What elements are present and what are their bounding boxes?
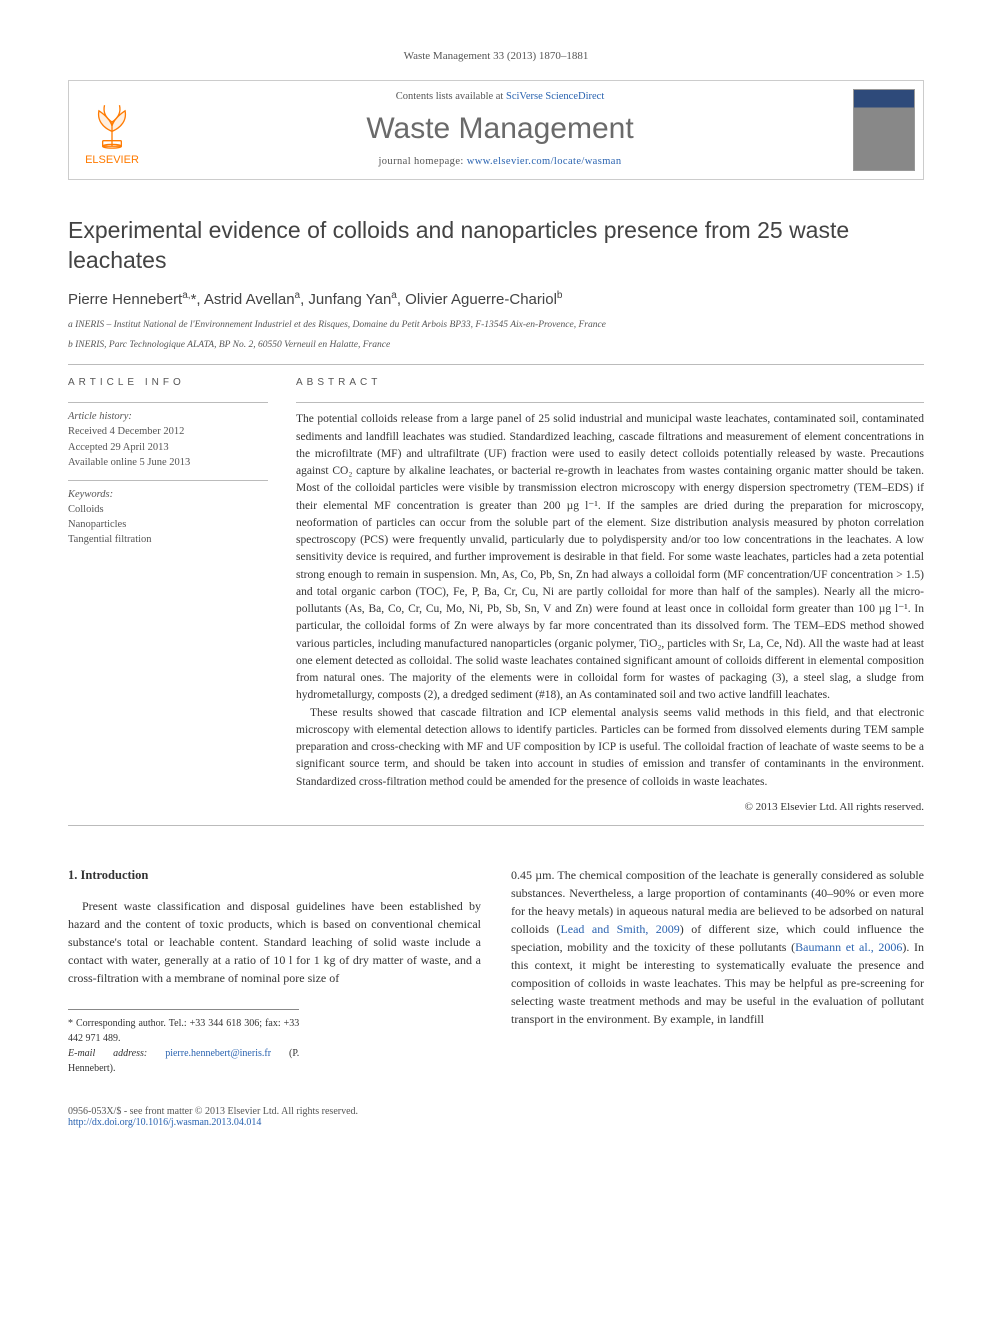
info-abstract-row: ARTICLE INFO Article history: Received 4…: [68, 377, 924, 813]
abstract-column: ABSTRACT The potential colloids release …: [296, 377, 924, 813]
abstract-text: The potential colloids release from a la…: [296, 411, 924, 791]
doi-link[interactable]: http://dx.doi.org/10.1016/j.wasman.2013.…: [68, 1117, 261, 1128]
homepage-line: journal homepage: www.elsevier.com/locat…: [163, 156, 837, 167]
email-label: E-mail address:: [68, 1048, 147, 1059]
keyword-3: Tangential filtration: [68, 532, 268, 547]
abstract-p2: These results showed that cascade filtra…: [296, 705, 924, 791]
homepage-prefix: journal homepage:: [378, 156, 466, 167]
footer-front-matter: 0956-053X/$ - see front matter © 2013 El…: [68, 1106, 358, 1117]
publisher-logo-cell: ELSEVIER: [69, 81, 155, 179]
header-center: Contents lists available at SciVerse Sci…: [155, 81, 845, 179]
page: Waste Management 33 (2013) 1870–1881 ELS…: [0, 0, 992, 1168]
section-1-heading: 1. Introduction: [68, 866, 481, 885]
journal-title: Waste Management: [163, 112, 837, 146]
footer-left: 0956-053X/$ - see front matter © 2013 El…: [68, 1106, 358, 1128]
contents-prefix: Contents lists available at: [396, 91, 506, 102]
intro-paragraph-left: Present waste classification and disposa…: [68, 897, 481, 987]
journal-cover-thumbnail: [853, 89, 915, 171]
corresponding-author-note: * Corresponding author. Tel.: +33 344 61…: [68, 1009, 299, 1076]
corresponding-email-link[interactable]: pierre.hennebert@ineris.fr: [165, 1048, 271, 1059]
info-rule-2: [68, 480, 268, 481]
history-received: Received 4 December 2012: [68, 424, 268, 439]
keyword-2: Nanoparticles: [68, 517, 268, 532]
history-online: Available online 5 June 2013: [68, 455, 268, 470]
ref-lead-smith[interactable]: Lead and Smith, 2009: [560, 922, 679, 936]
keyword-1: Colloids: [68, 502, 268, 517]
keywords-block: Keywords: Colloids Nanoparticles Tangent…: [68, 489, 268, 548]
article-info-column: ARTICLE INFO Article history: Received 4…: [68, 377, 268, 813]
rule-top: [68, 364, 924, 365]
history-label: Article history:: [68, 411, 268, 422]
abstract-copyright: © 2013 Elsevier Ltd. All rights reserved…: [296, 801, 924, 813]
ref-baumann[interactable]: Baumann et al., 2006: [795, 940, 902, 954]
publisher-name: ELSEVIER: [85, 154, 139, 166]
authors-line: Pierre Henneberta,*, Astrid Avellana, Ju…: [68, 290, 924, 308]
abstract-head: ABSTRACT: [296, 377, 924, 388]
elsevier-tree-icon: [84, 94, 140, 150]
abstract-p1: The potential colloids release from a la…: [296, 411, 924, 704]
corr-line-1: * Corresponding author. Tel.: +33 344 61…: [68, 1016, 299, 1046]
rule-bottom: [68, 825, 924, 826]
abstract-rule: [296, 402, 924, 403]
cover-cell: [845, 81, 923, 179]
article-info-head: ARTICLE INFO: [68, 377, 268, 388]
body-col-left: 1. Introduction Present waste classifica…: [68, 866, 481, 1076]
history-accepted: Accepted 29 April 2013: [68, 440, 268, 455]
corr-line-2: E-mail address: pierre.hennebert@ineris.…: [68, 1046, 299, 1076]
homepage-link[interactable]: www.elsevier.com/locate/wasman: [467, 156, 622, 167]
affiliations: a INERIS – Institut National de l'Enviro…: [68, 318, 924, 353]
sciencedirect-link[interactable]: SciVerse ScienceDirect: [506, 91, 604, 102]
affiliation-a: a INERIS – Institut National de l'Enviro…: [68, 318, 924, 332]
page-footer: 0956-053X/$ - see front matter © 2013 El…: [68, 1106, 924, 1128]
body-columns: 1. Introduction Present waste classifica…: [68, 866, 924, 1076]
article-title: Experimental evidence of colloids and na…: [68, 216, 924, 276]
intro-paragraph-right: 0.45 µm. The chemical composition of the…: [511, 866, 924, 1028]
affiliation-b: b INERIS, Parc Technologique ALATA, BP N…: [68, 338, 924, 352]
contents-line: Contents lists available at SciVerse Sci…: [163, 91, 837, 102]
body-col-right: 0.45 µm. The chemical composition of the…: [511, 866, 924, 1076]
info-rule: [68, 402, 268, 403]
journal-header: ELSEVIER Contents lists available at Sci…: [68, 80, 924, 180]
keywords-label: Keywords:: [68, 489, 268, 500]
journal-reference: Waste Management 33 (2013) 1870–1881: [68, 50, 924, 62]
